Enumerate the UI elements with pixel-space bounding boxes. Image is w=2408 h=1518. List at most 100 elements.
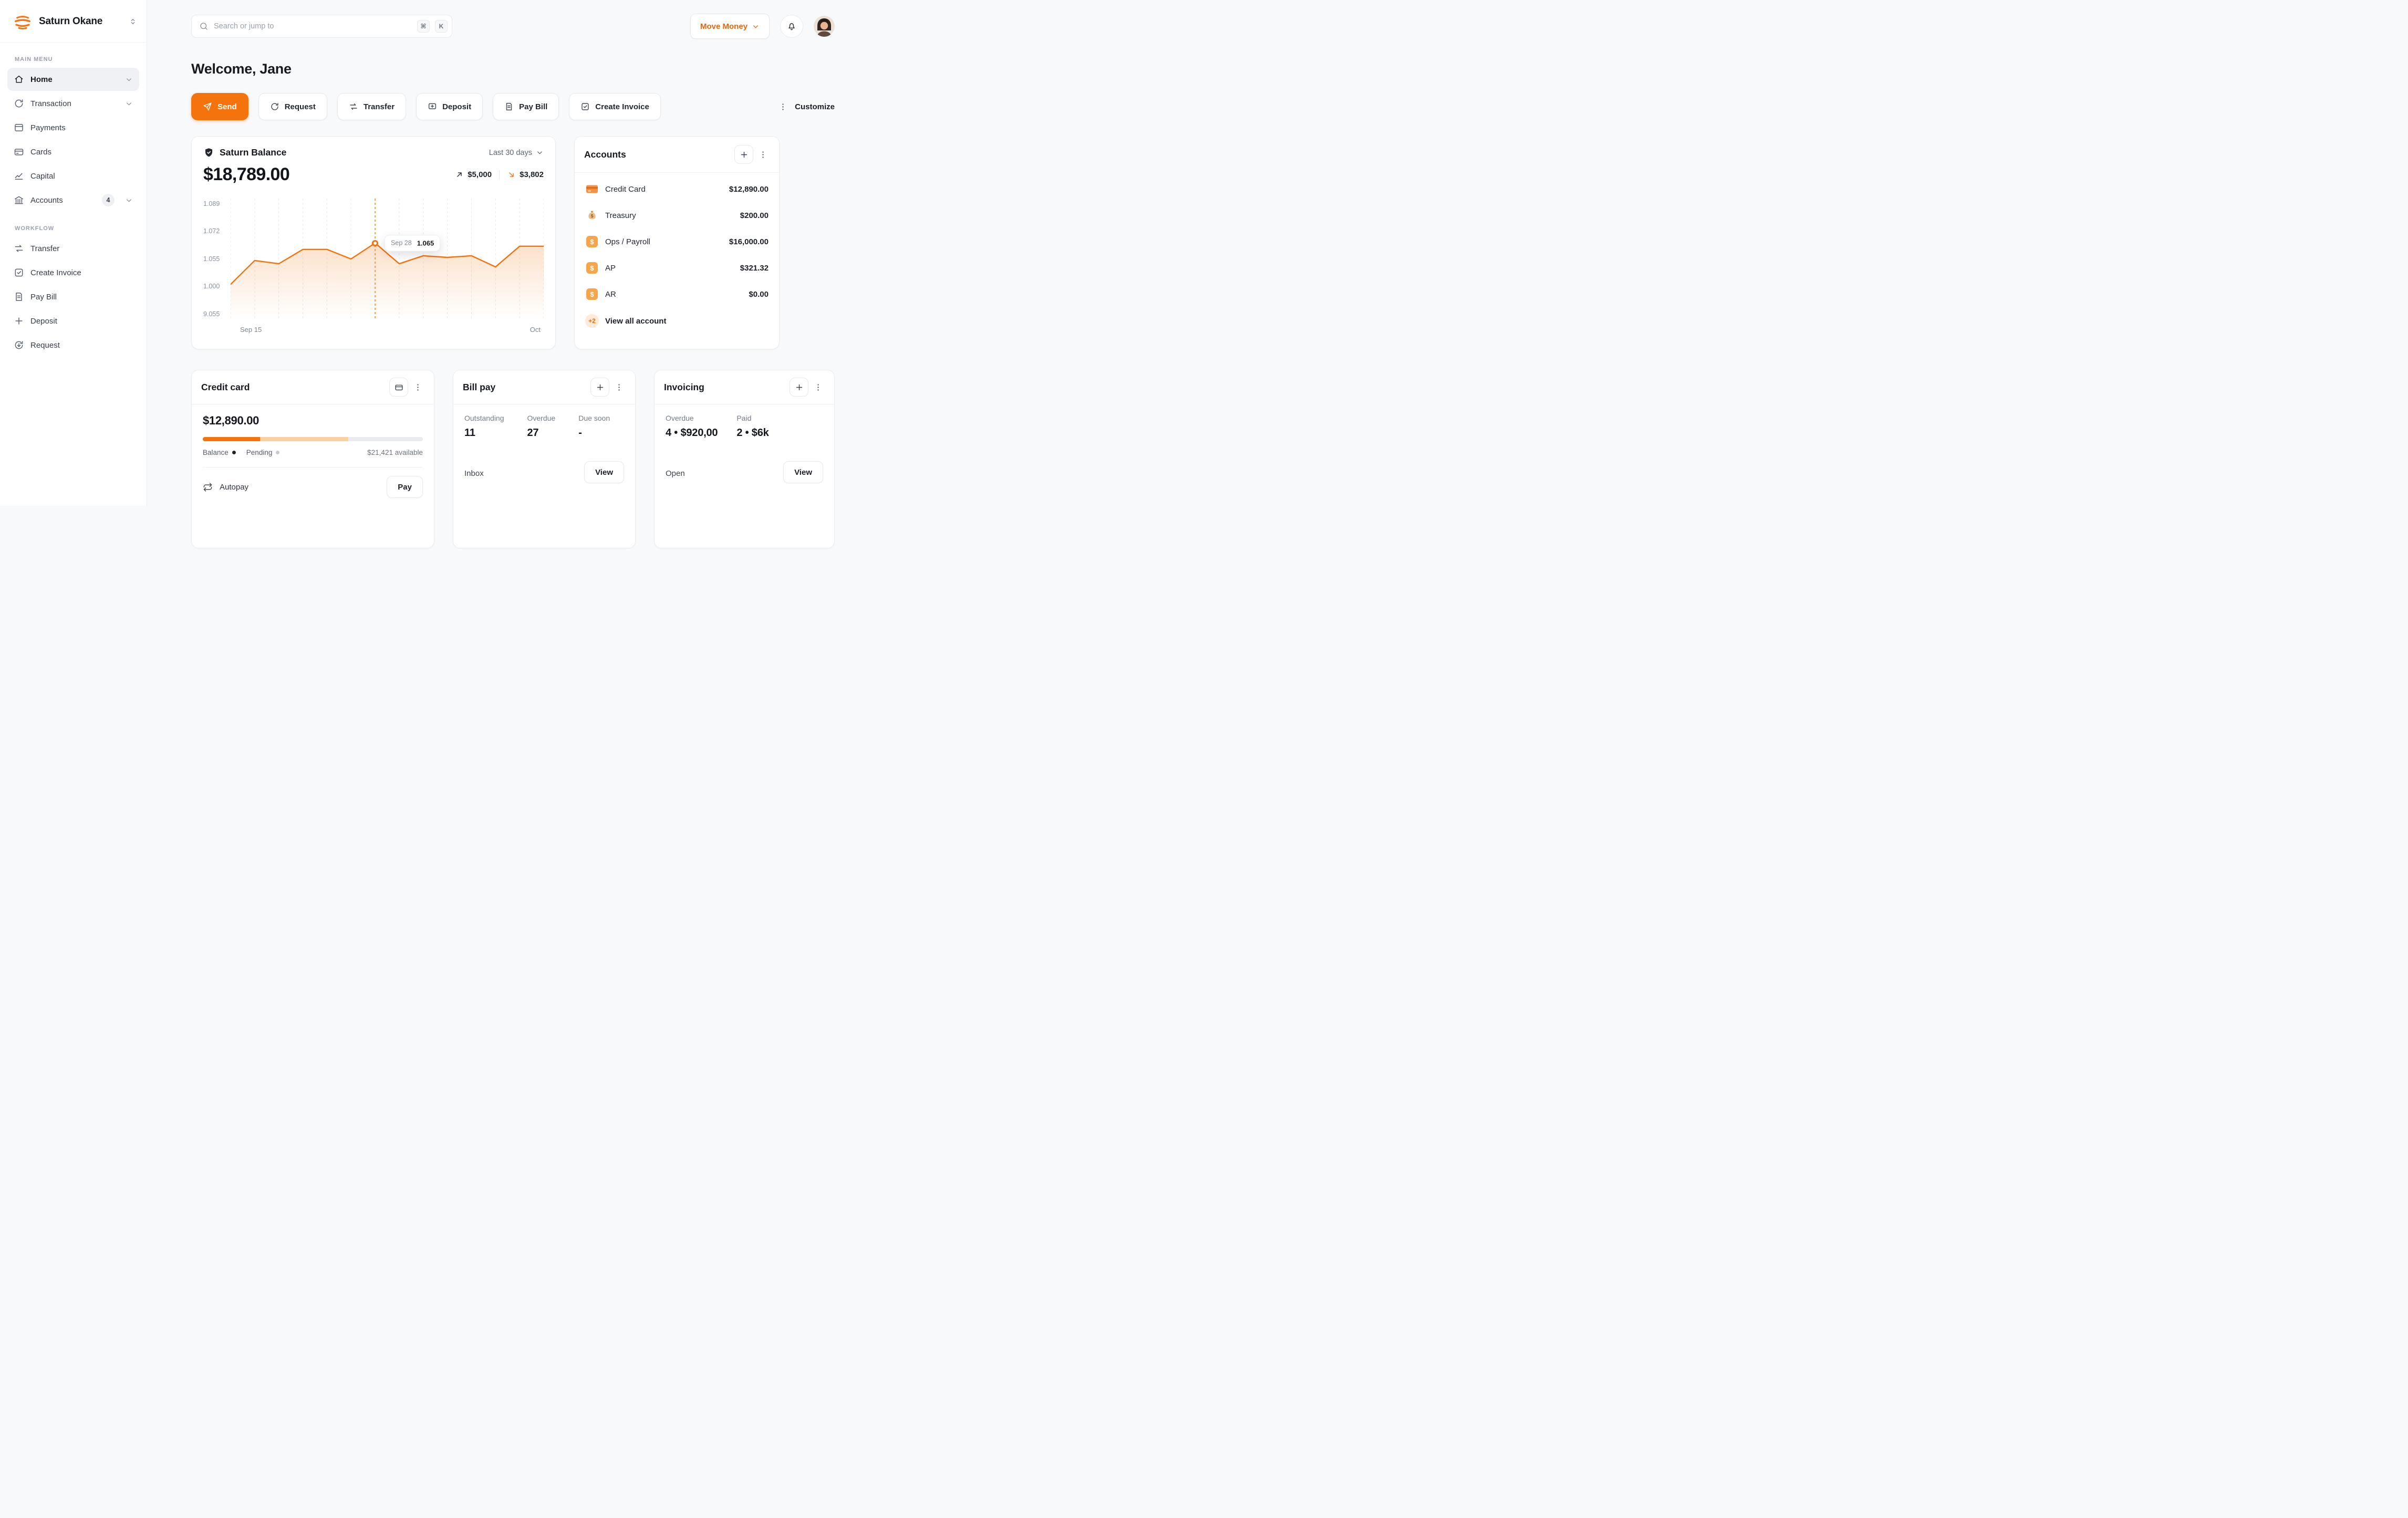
add-bill-button[interactable] [590,378,609,397]
chart-tooltip: Sep 28 1.065 [385,235,441,252]
bill-pay-title: Bill pay [463,381,496,392]
invoice-icon [14,267,24,278]
pending-dot [276,451,280,454]
stat-label: Paid [736,414,752,422]
account-amount: $200.00 [740,211,769,220]
credit-card-balance: $12,890.00 [203,414,260,427]
bill-pay-kebab-icon[interactable] [613,381,626,394]
inflow-stat: $5,000 [455,170,492,179]
app-root: { "accent": "#f4730c", "sidebar": { "wor… [0,0,835,548]
accounts-kebab-icon[interactable] [756,148,770,161]
sidebar-item-transfer[interactable]: Transfer [7,237,139,260]
bill-pay-stats: Outstanding 11 Overdue 27 Due soon - [464,414,624,439]
bank-icon [14,195,24,205]
transfer-icon [14,243,24,254]
credit-card-body: $12,890.00 Balance Pending $21,421 avail… [192,404,434,498]
account-name: AP [605,263,616,273]
pending-legend-label: Pending [246,449,273,456]
view-all-accounts[interactable]: +2 View all account [585,307,769,335]
pending-segment [260,437,348,441]
sidebar-item-create-invoice[interactable]: Create Invoice [7,261,139,284]
arrow-down-right-icon [507,170,516,179]
account-row-ap[interactable]: $ AP $321.32 [585,255,769,281]
y-tick: 1.072 [203,227,220,235]
chevron-down-icon [125,196,133,204]
sidebar-item-cards[interactable]: Cards [7,140,139,163]
sidebar-item-deposit[interactable]: Deposit [7,309,139,332]
chart-marker-dot [372,240,379,246]
sidebar-item-label: Create Invoice [30,268,81,277]
chevron-updown-icon[interactable] [129,17,137,26]
deposit-button[interactable]: Deposit [416,93,483,120]
chart-x-axis: Sep 15 Oct [203,326,544,334]
pay-button[interactable]: Pay [387,476,423,498]
request-button[interactable]: Request [258,93,327,120]
add-account-button[interactable] [734,145,753,164]
move-money-button[interactable]: Move Money [690,14,770,39]
sidebar-item-home[interactable]: Home [7,68,139,91]
balance-chart: 1.089 1.072 1.055 1.000 9.055 [203,199,544,319]
sidebar-item-label: Payments [30,123,66,132]
account-row-ops-payroll[interactable]: $ Ops / Payroll $16,000.00 [585,228,769,255]
invoicing-card: Invoicing Overdue 4 • $920,00 Paid 2 • $… [654,370,835,548]
credit-card-kebab-icon[interactable] [411,381,424,394]
account-amount: $12,890.00 [729,184,769,194]
shield-icon [203,147,214,158]
sidebar-nav: MAIN MENU Home Transaction Payments Card… [0,43,147,368]
add-invoice-button[interactable] [790,378,808,397]
sidebar-item-accounts[interactable]: Accounts 4 [7,189,139,212]
card-details-button[interactable] [389,378,408,397]
arrow-up-right-icon [455,170,464,179]
balance-card-title: Saturn Balance [220,147,287,158]
credit-card-card: Credit card $12,890.00 Balance [191,370,434,548]
invoicing-kebab-icon[interactable] [812,381,825,394]
transfer-button[interactable]: Transfer [337,93,407,120]
search-input[interactable] [214,22,412,30]
tooltip-date: Sep 28 [391,239,412,247]
account-row-ar[interactable]: $ AR $0.00 [585,281,769,307]
view-bills-button[interactable]: View [584,461,624,483]
sidebar-item-pay-bill[interactable]: Pay Bill [7,285,139,308]
stat-label: Due soon [578,414,610,422]
tooltip-value: 1.065 [417,239,434,247]
credit-card-header: Credit card [192,370,434,404]
sidebar-item-label: Accounts [30,195,63,205]
autopay-label: Autopay [220,482,249,492]
period-selector[interactable]: Last 30 days [489,149,544,157]
section-label-workflow: WORKFLOW [15,225,55,232]
credit-legend: Balance Pending $21,421 available [203,449,423,456]
invoicing-title: Invoicing [664,381,704,392]
bill-pay-card: Bill pay Outstanding 11 Overdue 27 [453,370,636,548]
sidebar-item-capital[interactable]: Capital [7,164,139,188]
view-all-label: View all account [605,316,667,326]
dollar-icon: $ [585,236,599,247]
sidebar-item-payments[interactable]: Payments [7,116,139,139]
chart-y-axis: 1.089 1.072 1.055 1.000 9.055 [203,199,226,319]
sidebar-item-label: Cards [30,147,52,157]
send-button[interactable]: Send [191,93,248,120]
account-row-treasury[interactable]: $ Treasury $200.00 [585,202,769,228]
divider [499,170,500,180]
plus-icon [596,383,605,392]
customize-label[interactable]: Customize [795,102,835,111]
dashboard-row-top: Saturn Balance Last 30 days $18,789.00 $… [191,136,835,349]
account-row-credit-card[interactable]: Credit Card $12,890.00 [585,176,769,202]
balance-dot [232,451,236,454]
view-invoices-button[interactable]: View [783,461,823,483]
workspace-switcher[interactable]: Saturn Okane [0,0,147,43]
cmd-key-hint: ⌘ [417,20,430,33]
invoicing-header: Invoicing [655,370,834,404]
customize-kebab-icon[interactable] [776,100,790,113]
sidebar-item-request[interactable]: Request [7,334,139,357]
notifications-button[interactable] [780,15,803,38]
account-name: Ops / Payroll [605,237,650,246]
sidebar-item-transaction[interactable]: Transaction [7,92,139,115]
pay-bill-button[interactable]: Pay Bill [493,93,559,120]
stat-label: Outstanding [464,414,504,422]
home-icon [14,74,24,85]
stat-overdue-invoices: Overdue 4 • $920,00 [666,414,718,439]
create-invoice-button[interactable]: Create Invoice [569,93,661,120]
top-right-cluster: Move Money [690,14,835,39]
search-box: ⌘ K [191,15,452,38]
user-avatar[interactable] [814,16,835,37]
